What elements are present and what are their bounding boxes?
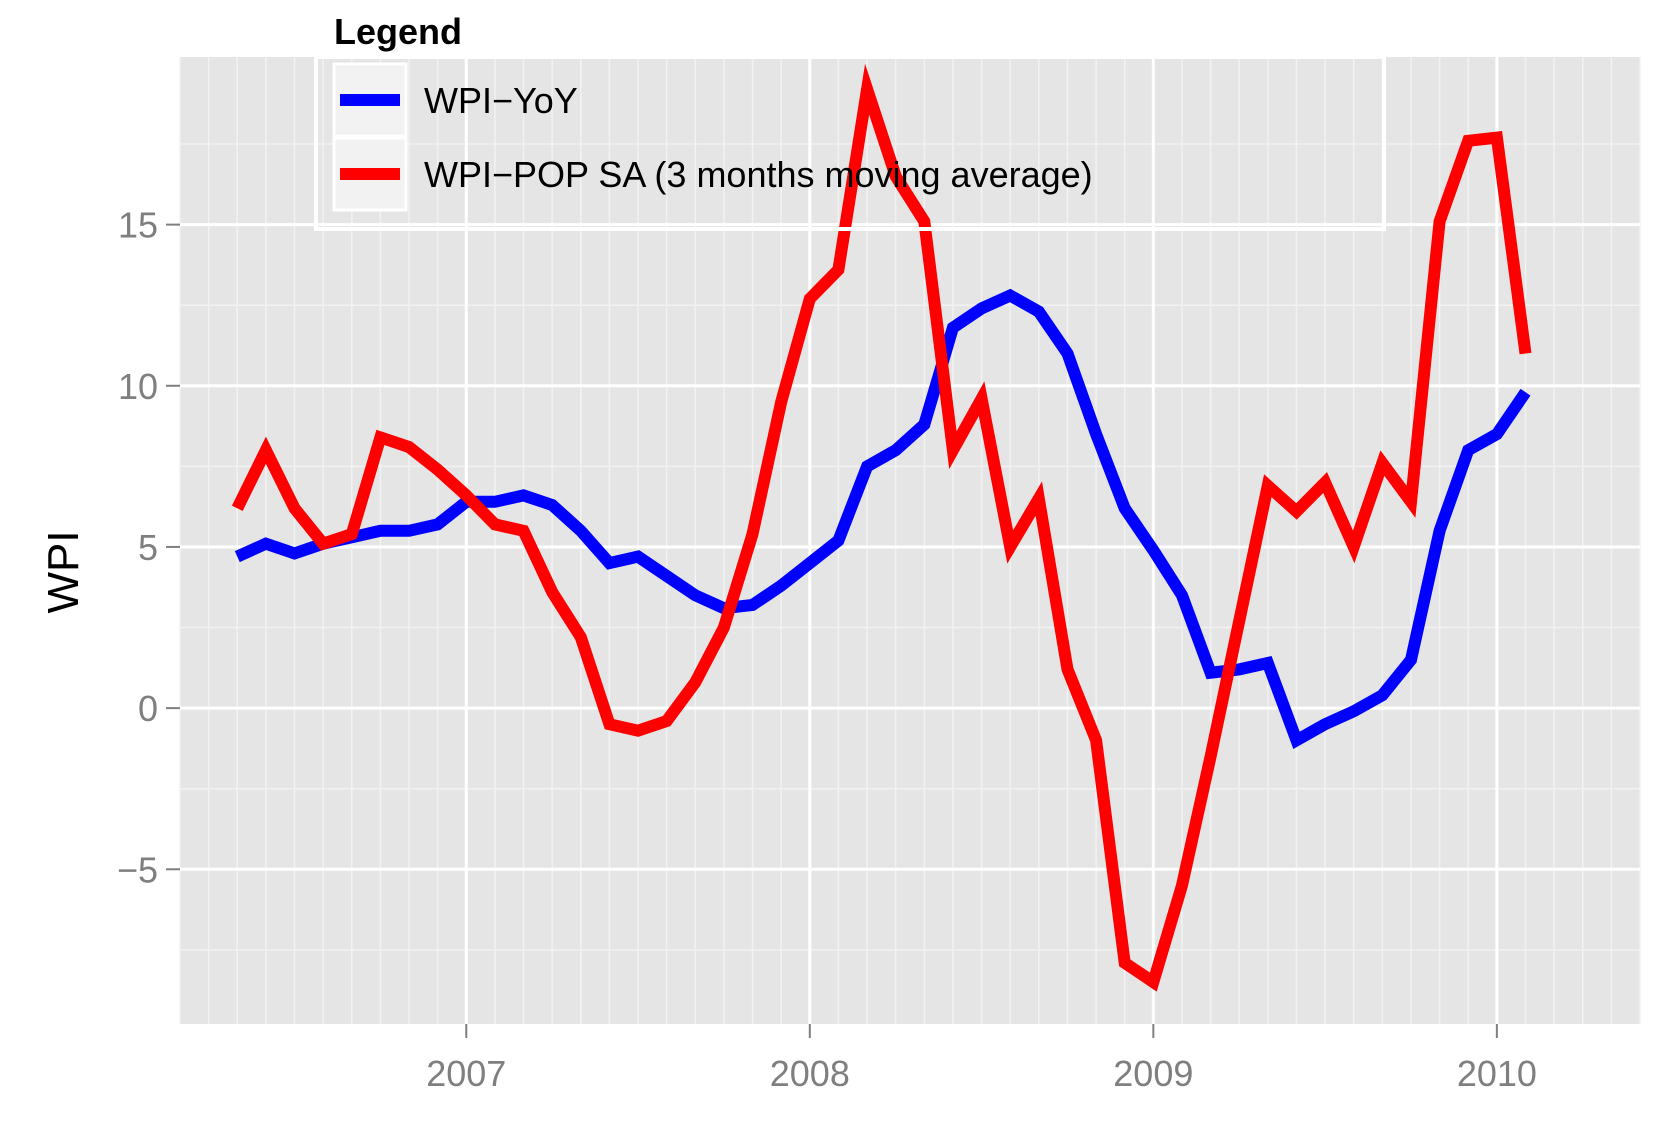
major-grid xyxy=(180,57,1640,1024)
y-tick-label: 15 xyxy=(118,205,158,246)
y-tick-label: −5 xyxy=(117,849,158,890)
legend-box xyxy=(314,55,1386,231)
x-axis: 2007 2008 2009 2010 xyxy=(426,1024,1537,1094)
x-tick-label: 2007 xyxy=(426,1053,506,1094)
x-tick-label: 2009 xyxy=(1113,1053,1193,1094)
y-tick-label: 10 xyxy=(118,366,158,407)
legend-label-wpi-yoy: WPI−YoY xyxy=(424,80,578,121)
legend: Legend WPI−YoY WPI−POP SA (3 months movi… xyxy=(314,11,1386,231)
series-line-0 xyxy=(234,288,1531,749)
legend-title: Legend xyxy=(334,11,462,52)
series-lines xyxy=(231,63,1532,992)
y-axis-title: WPI xyxy=(39,530,88,613)
x-tick-label: 2010 xyxy=(1457,1053,1537,1094)
series-line-1 xyxy=(231,63,1532,992)
y-tick-label: 0 xyxy=(138,688,158,729)
y-axis: −5 0 5 10 15 xyxy=(117,205,180,890)
x-tick-label: 2008 xyxy=(770,1053,850,1094)
legend-label-wpi-pop-sa: WPI−POP SA (3 months moving average) xyxy=(424,154,1093,195)
plot-panel xyxy=(180,57,1640,1024)
y-tick-label: 5 xyxy=(138,527,158,568)
